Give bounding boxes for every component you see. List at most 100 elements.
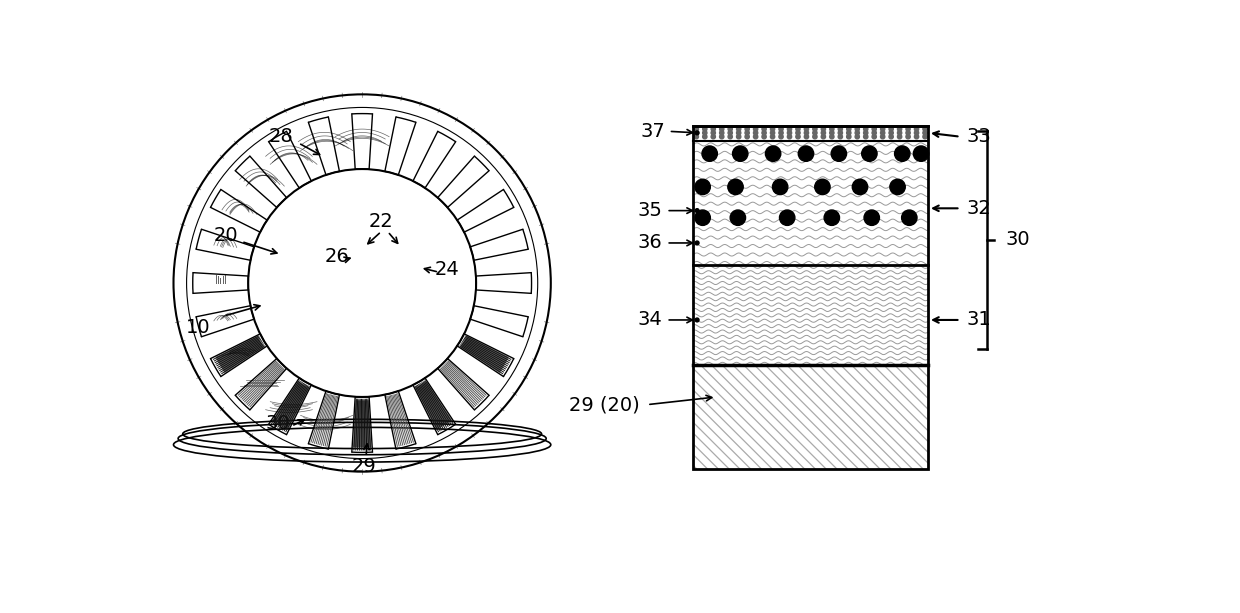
Text: 34: 34 xyxy=(637,310,662,329)
Circle shape xyxy=(711,134,715,139)
Circle shape xyxy=(821,131,826,135)
Circle shape xyxy=(898,134,901,139)
Text: 31: 31 xyxy=(967,310,991,329)
Circle shape xyxy=(754,134,758,139)
Circle shape xyxy=(890,179,905,194)
Circle shape xyxy=(787,127,791,131)
Text: 30: 30 xyxy=(265,414,290,433)
Circle shape xyxy=(880,131,885,135)
Circle shape xyxy=(812,127,817,131)
Circle shape xyxy=(745,131,749,135)
Text: 20: 20 xyxy=(213,226,238,245)
Circle shape xyxy=(805,134,808,139)
Circle shape xyxy=(796,131,800,135)
Circle shape xyxy=(872,127,877,131)
Circle shape xyxy=(694,127,698,131)
Circle shape xyxy=(914,131,919,135)
Circle shape xyxy=(719,131,724,135)
Circle shape xyxy=(773,179,787,194)
Bar xyxy=(693,126,928,142)
Circle shape xyxy=(694,131,698,135)
Circle shape xyxy=(737,127,740,131)
Circle shape xyxy=(856,134,859,139)
Circle shape xyxy=(754,131,758,135)
Circle shape xyxy=(914,134,919,139)
Circle shape xyxy=(901,210,918,226)
Text: 29 (20): 29 (20) xyxy=(569,395,640,414)
Polygon shape xyxy=(353,400,371,447)
Polygon shape xyxy=(415,381,453,430)
Circle shape xyxy=(906,134,910,139)
Circle shape xyxy=(711,131,715,135)
Circle shape xyxy=(770,134,775,139)
Circle shape xyxy=(799,146,813,161)
Bar xyxy=(693,265,928,365)
Circle shape xyxy=(830,131,835,135)
Circle shape xyxy=(765,146,781,161)
Bar xyxy=(693,126,928,468)
Circle shape xyxy=(711,127,715,131)
Text: 26: 26 xyxy=(325,247,350,266)
Circle shape xyxy=(805,127,808,131)
Text: 30: 30 xyxy=(1006,230,1029,249)
Circle shape xyxy=(831,146,847,161)
Circle shape xyxy=(703,134,707,139)
Circle shape xyxy=(754,127,758,131)
Bar xyxy=(693,126,928,468)
Circle shape xyxy=(825,210,839,226)
Circle shape xyxy=(864,210,879,226)
Circle shape xyxy=(703,131,707,135)
Text: 29: 29 xyxy=(352,457,377,476)
Circle shape xyxy=(838,134,842,139)
Circle shape xyxy=(694,179,711,194)
Circle shape xyxy=(906,127,910,131)
Circle shape xyxy=(702,146,718,161)
Circle shape xyxy=(737,131,740,135)
Circle shape xyxy=(830,127,835,131)
Text: 35: 35 xyxy=(637,201,662,220)
Circle shape xyxy=(923,127,928,131)
Circle shape xyxy=(719,134,724,139)
Circle shape xyxy=(872,131,877,135)
Circle shape xyxy=(914,146,929,161)
Circle shape xyxy=(696,131,699,135)
Text: 32: 32 xyxy=(967,199,991,218)
Circle shape xyxy=(796,127,800,131)
Circle shape xyxy=(696,241,699,245)
Circle shape xyxy=(863,127,868,131)
Circle shape xyxy=(694,210,711,226)
Circle shape xyxy=(889,131,893,135)
Circle shape xyxy=(770,127,775,131)
Circle shape xyxy=(805,131,808,135)
Circle shape xyxy=(862,146,877,161)
Circle shape xyxy=(787,131,791,135)
Circle shape xyxy=(889,134,893,139)
Circle shape xyxy=(923,131,928,135)
Bar xyxy=(693,365,928,468)
Polygon shape xyxy=(216,336,264,373)
Circle shape xyxy=(821,127,826,131)
Circle shape xyxy=(847,131,851,135)
Circle shape xyxy=(838,131,842,135)
Circle shape xyxy=(728,134,733,139)
Circle shape xyxy=(847,127,851,131)
Circle shape xyxy=(787,134,791,139)
Circle shape xyxy=(728,131,733,135)
Circle shape xyxy=(761,134,766,139)
Text: 28: 28 xyxy=(269,128,294,146)
Circle shape xyxy=(812,134,817,139)
Circle shape xyxy=(703,127,707,131)
Bar xyxy=(693,142,928,265)
Text: 24: 24 xyxy=(434,261,459,280)
Text: 37: 37 xyxy=(640,122,665,141)
Polygon shape xyxy=(460,336,508,373)
Circle shape xyxy=(863,131,868,135)
Circle shape xyxy=(761,127,766,131)
Circle shape xyxy=(898,127,901,131)
Circle shape xyxy=(694,134,698,139)
Circle shape xyxy=(696,318,699,322)
Circle shape xyxy=(880,127,885,131)
Text: 36: 36 xyxy=(637,234,662,253)
Text: 22: 22 xyxy=(370,212,394,231)
Circle shape xyxy=(812,131,817,135)
